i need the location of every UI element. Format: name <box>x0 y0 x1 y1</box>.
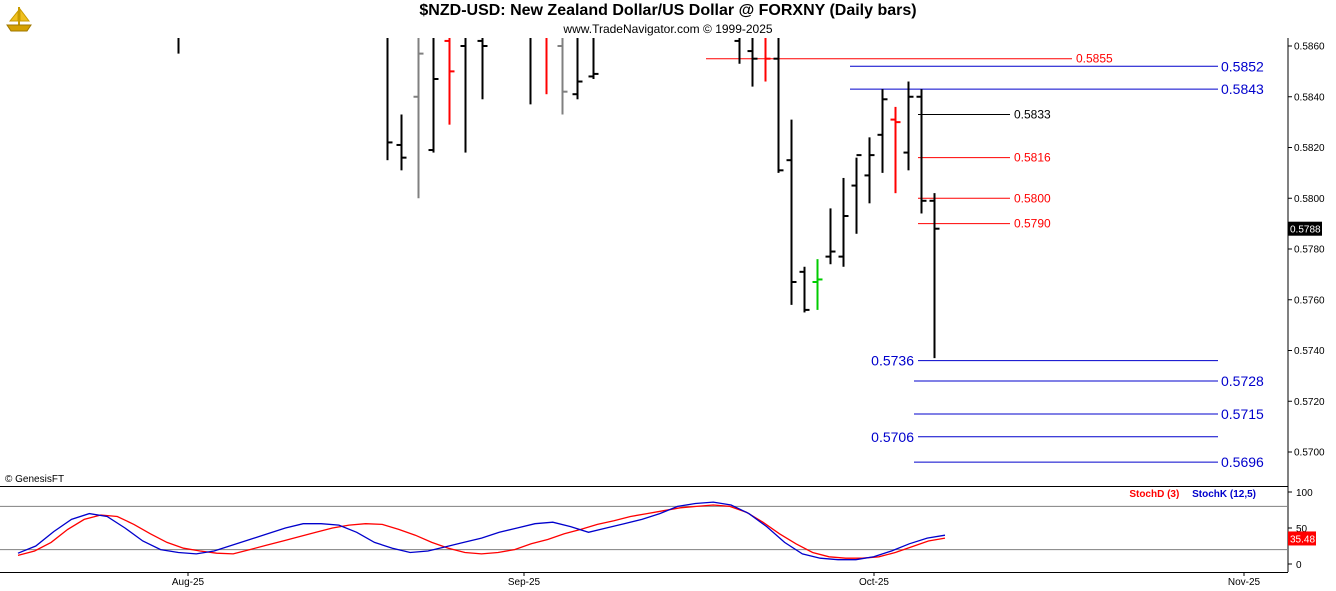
price-tick-label: 0.5700 <box>1294 448 1325 459</box>
ohlc-bar <box>572 38 583 100</box>
ohlc-bar <box>413 38 424 199</box>
level-label: 0.5696 <box>1221 454 1264 470</box>
time-tick-label: Aug-25 <box>172 577 205 588</box>
ohlc-bar <box>444 38 455 125</box>
copyright-label: © GenesisFT <box>5 474 65 485</box>
support-resistance-levels: 0.5855 0.5852 0.5843 0.5833 0.5816 0.5800 0.57… <box>706 52 1264 470</box>
legend-stoch-d: StochD (3) <box>1129 489 1180 500</box>
ohlc-bar <box>557 38 568 115</box>
price-tick-label: 0.5800 <box>1294 194 1325 205</box>
ohlc-bar <box>851 154 862 234</box>
stoch-legend: StochD (3) StochK (12,5) <box>1119 489 1256 500</box>
ohlc-bar <box>747 38 758 87</box>
stoch-tick-label: 50 <box>1296 524 1308 535</box>
level-label: 0.5843 <box>1221 81 1264 97</box>
ohlc-bar <box>825 208 836 265</box>
level-label: 0.5715 <box>1221 406 1264 422</box>
stoch-tick-label: 0 <box>1296 560 1302 571</box>
level-label: 0.5706 <box>871 429 914 445</box>
ohlc-bar <box>838 177 849 267</box>
price-tick-label: 0.5740 <box>1294 346 1325 357</box>
stoch-series-line <box>17 504 946 559</box>
ohlc-bar <box>773 38 784 173</box>
ohlc-bars <box>177 38 940 359</box>
legend-stoch-k: StochK (12,5) <box>1192 489 1256 500</box>
ohlc-bar <box>460 38 467 153</box>
chart-header: $NZD-USD: New Zealand Dollar/US Dollar @… <box>0 0 1336 38</box>
time-tick-label: Sep-25 <box>508 577 541 588</box>
stoch-last-box <box>1288 531 1316 546</box>
price-tick-label: 0.5760 <box>1294 295 1325 306</box>
stoch-tick-label: 100 <box>1296 488 1313 499</box>
price-pane-background <box>0 38 1288 486</box>
last-price-tag: 0.5788 <box>1288 221 1322 236</box>
level-label: 0.5855 <box>1076 52 1113 66</box>
time-axis-ticks: Aug-25 Sep-25 Oct-25 Nov-25 <box>172 572 1261 588</box>
ohlc-bar <box>812 259 823 310</box>
level-label: 0.5800 <box>1014 191 1051 205</box>
ohlc-bar <box>764 38 771 82</box>
stoch-lines: 35.48 <box>17 501 1316 561</box>
level-label: 0.5833 <box>1014 108 1051 122</box>
ohlc-bar <box>428 38 439 153</box>
level-label: 0.5790 <box>1014 217 1051 231</box>
chart-subtitle: www.TradeNavigator.com © 1999-2025 <box>563 22 773 36</box>
ohlc-bar <box>799 266 810 313</box>
ohlc-bar <box>734 38 741 64</box>
stoch-last-label: 35.48 <box>1290 534 1315 545</box>
ohlc-bar <box>386 38 393 161</box>
level-label: 0.5728 <box>1221 373 1264 389</box>
price-tick-label: 0.5840 <box>1294 92 1325 103</box>
ohlc-bar <box>786 119 797 305</box>
ohlc-bar <box>396 114 407 171</box>
level-label: 0.5816 <box>1014 151 1051 165</box>
ohlc-bar <box>890 106 901 194</box>
ohlc-bar <box>877 89 888 173</box>
stoch-axis-ticks: 100 50 0 <box>0 488 1313 571</box>
ohlc-bar <box>588 38 599 79</box>
last-price-label: 0.5788 <box>1290 225 1321 236</box>
time-tick-label: Nov-25 <box>1228 577 1261 588</box>
price-tick-label: 0.5820 <box>1294 143 1325 154</box>
level-label: 0.5852 <box>1221 58 1264 74</box>
ohlc-bar <box>916 89 927 214</box>
right-axis-background <box>1288 38 1336 591</box>
chart-title: $NZD-USD: New Zealand Dollar/US Dollar @… <box>419 2 917 19</box>
ship-logo-icon <box>3 3 35 40</box>
price-tick-label: 0.5780 <box>1294 245 1325 256</box>
price-tick-label: 0.5860 <box>1294 42 1325 53</box>
ohlc-bar <box>477 38 488 100</box>
ohlc-bar <box>903 81 914 171</box>
ohlc-bar <box>864 137 875 204</box>
last-price-box <box>1288 221 1322 236</box>
time-tick-label: Oct-25 <box>859 577 889 588</box>
price-axis-ticks: 0.5860 0.5840 0.5820 0.5800 0.5780 0.5760 0.57… <box>1288 42 1325 459</box>
stoch-series-line <box>17 501 946 561</box>
level-label: 0.5736 <box>871 353 914 369</box>
price-tick-label: 0.5720 <box>1294 397 1325 408</box>
ohlc-bar <box>929 193 940 359</box>
